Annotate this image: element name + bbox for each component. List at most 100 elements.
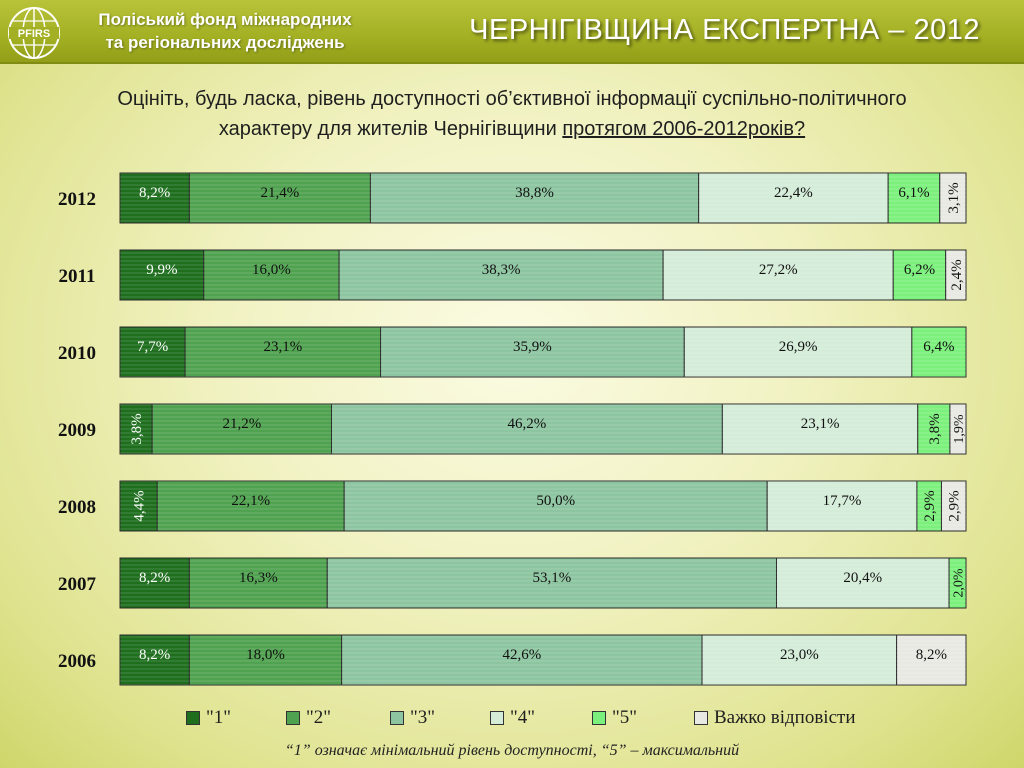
slide-title: ЧЕРНІГІВЩИНА ЕКСПЕРТНА – 2012 [469, 14, 980, 46]
bar-segment-texture [893, 250, 946, 300]
legend-item: Важко відповісти [694, 704, 856, 732]
bar-segment-texture [888, 173, 940, 223]
org-name-line2: та регіональних досліджень [105, 33, 345, 52]
data-label: 8,2% [139, 647, 170, 663]
data-label: 8,2% [139, 185, 170, 201]
survey-question: Оцініть, будь ласка, рівень доступності … [20, 84, 1004, 144]
data-label: 22,1% [231, 493, 270, 509]
bar-segment-texture [120, 250, 204, 300]
data-label: 7,7% [137, 339, 168, 355]
bar-segment-texture [896, 635, 966, 685]
year-label: 2009 [58, 420, 96, 441]
bar-segment-texture [152, 404, 332, 454]
legend-label: "2" [306, 707, 332, 728]
data-label: 23,0% [780, 647, 819, 663]
bar-segment-texture [949, 558, 966, 608]
data-label: 3,8% [927, 413, 943, 444]
bar-segment-texture [120, 404, 153, 454]
bar-segment-texture [767, 481, 917, 531]
bar-segment-texture [331, 404, 723, 454]
bar-segment-texture [341, 635, 703, 685]
data-label: 3,1% [946, 182, 962, 213]
legend-item: "1" [186, 704, 231, 732]
legend-label: "4" [510, 707, 536, 728]
question-period: протягом 2006-2012років? [562, 118, 806, 140]
bar-segment-texture [185, 327, 381, 377]
bar-segment-texture [120, 481, 158, 531]
bar-segment-texture [344, 481, 768, 531]
question-line1: Оцініть, будь ласка, рівень доступності … [117, 88, 907, 110]
bar-segment-texture [157, 481, 345, 531]
bar-segment-texture [189, 635, 342, 685]
legend-item: "4" [490, 704, 535, 732]
legend-swatch [390, 711, 404, 725]
bar-segment-texture [945, 250, 966, 300]
legend-swatch [490, 711, 504, 725]
data-label: 53,1% [533, 570, 572, 586]
legend-label: "1" [206, 707, 232, 728]
data-label: 21,4% [261, 185, 300, 201]
bar-segment-texture [941, 481, 966, 531]
data-label: 6,2% [904, 262, 935, 278]
stacked-bar-chart: 2012 8,2% 21,4% 38,8% 22,4% 6,1% 3,1% 2011 9,9% 1… [58, 172, 967, 686]
bar-segment-texture [684, 327, 912, 377]
legend: "1" "2" "3" "4" "5" Важко відповісти [186, 704, 946, 732]
data-label: 16,3% [239, 570, 278, 586]
org-name-line1: Поліський фонд міжнародних [98, 10, 352, 29]
org-name: Поліський фонд міжнародних та регіональн… [70, 8, 380, 54]
header-bar: PFIRS Поліський фонд міжнародних та регі… [0, 0, 1024, 64]
bar-segment-texture [722, 404, 918, 454]
data-label: 9,9% [146, 262, 177, 278]
data-label: 8,2% [139, 570, 170, 586]
question-line2-text: характеру для жителів Чернігівщини [218, 118, 563, 140]
legend-label: "5" [612, 707, 638, 728]
year-label: 2007 [58, 574, 97, 595]
data-label: 2,4% [949, 259, 965, 290]
bar-segment-texture [120, 327, 186, 377]
year-label: 2011 [59, 266, 96, 287]
question-line2: характеру для жителів Чернігівщини протя… [20, 114, 1004, 144]
bar-segment-texture [663, 250, 894, 300]
data-label: 27,2% [759, 262, 798, 278]
bar-segment-texture [120, 635, 190, 685]
year-label: 2006 [58, 651, 96, 672]
bar-segment-texture [203, 250, 340, 300]
data-label: 8,2% [916, 647, 947, 663]
legend-label: "3" [410, 707, 436, 728]
bar-segment-texture [189, 173, 371, 223]
data-label: 6,4% [923, 339, 954, 355]
bar-segment-texture [702, 635, 897, 685]
legend-swatch [694, 711, 708, 725]
legend-item: "2" [286, 704, 331, 732]
data-label: 42,6% [502, 647, 541, 663]
bar-segment-texture [916, 481, 942, 531]
bar-segment-texture [917, 404, 950, 454]
legend-swatch [186, 711, 200, 725]
data-label: 46,2% [508, 416, 547, 432]
year-label: 2010 [58, 343, 96, 364]
legend-item: "5" [592, 704, 637, 732]
data-label: 18,0% [246, 647, 285, 663]
data-label: 2,9% [947, 490, 963, 521]
data-label: 23,1% [263, 339, 302, 355]
bar-segment-texture [370, 173, 699, 223]
bar-segment-texture [120, 558, 190, 608]
year-label: 2012 [58, 189, 96, 210]
bar-segment-texture [939, 173, 966, 223]
footnote: “1” означає мінімальний рівень доступнос… [284, 742, 740, 759]
data-label: 6,1% [898, 185, 929, 201]
data-label: 21,2% [222, 416, 261, 432]
pfirs-logo: PFIRS [8, 7, 60, 59]
bar-segment-texture [380, 327, 685, 377]
year-label: 2008 [58, 497, 96, 518]
bar-segment-texture [339, 250, 664, 300]
data-label: 3,8% [129, 413, 145, 444]
data-label: 35,9% [513, 339, 552, 355]
data-label: 1,9% [952, 414, 967, 444]
legend-swatch [286, 711, 300, 725]
data-label: 50,0% [536, 493, 575, 509]
legend-label: Важко відповісти [714, 707, 856, 728]
data-label: 16,0% [252, 262, 291, 278]
data-label: 20,4% [843, 570, 882, 586]
data-label: 17,7% [823, 493, 862, 509]
